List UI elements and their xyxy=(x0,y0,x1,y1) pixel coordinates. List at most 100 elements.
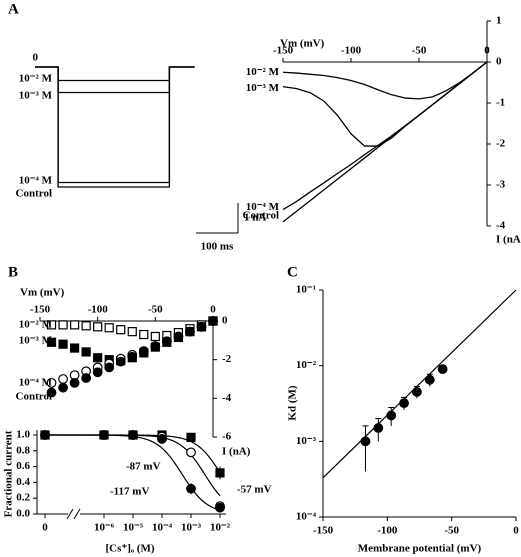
series-annotation: -117 mV xyxy=(110,486,149,498)
series-label: Control xyxy=(243,209,279,221)
series-label: Control xyxy=(16,391,52,403)
marker xyxy=(46,387,57,398)
x-tick-label: -150 xyxy=(273,45,294,57)
marker xyxy=(360,436,371,447)
marker xyxy=(104,362,115,373)
y-tick-label: -2 xyxy=(496,138,506,150)
x-tick-label: 10⁻⁴ xyxy=(152,522,173,534)
marker xyxy=(116,325,126,335)
marker xyxy=(92,367,103,378)
trace-label: 10⁻⁴ M xyxy=(19,175,53,187)
y-axis-title: Kd (M) xyxy=(287,385,299,420)
marker xyxy=(58,382,68,393)
marker xyxy=(69,343,80,353)
series-annotation: -57 mV xyxy=(237,484,272,496)
y-axis-title: Fractional current xyxy=(3,430,15,517)
marker xyxy=(115,356,126,367)
y-tick-label: -4 xyxy=(496,220,506,232)
y-tick-label: 0 xyxy=(222,315,228,327)
marker xyxy=(93,322,103,332)
y-tick-label: 10⁻³ xyxy=(296,435,317,447)
marker xyxy=(58,374,68,384)
zero-label: 0 xyxy=(33,52,39,64)
y-tick-label: 10⁻¹ xyxy=(296,284,316,296)
marker xyxy=(40,430,50,440)
marker xyxy=(46,320,57,330)
y-tick-label: 10⁻² xyxy=(296,359,317,371)
marker xyxy=(104,323,114,333)
series-label: 10⁻⁴ M xyxy=(19,377,53,389)
y-tick-label: -6 xyxy=(222,431,232,443)
trace xyxy=(35,66,195,188)
marker xyxy=(215,468,225,478)
y-tick-label: 0.2 xyxy=(16,492,30,504)
x-tick-label: -50 xyxy=(148,304,163,316)
fit-line xyxy=(322,289,517,479)
marker xyxy=(127,327,137,337)
x-tick-label: 0 xyxy=(210,304,216,316)
marker xyxy=(185,326,195,337)
marker xyxy=(208,316,218,326)
marker xyxy=(139,329,149,340)
break-mark xyxy=(66,508,74,520)
y-tick-label: 0.8 xyxy=(16,444,30,456)
marker xyxy=(69,377,80,388)
y-tick-label: 0 xyxy=(496,56,502,68)
series-annotation: -87 mV xyxy=(126,461,161,473)
x-tick-label: -50 xyxy=(412,45,427,57)
y-tick-label: 0.4 xyxy=(16,476,30,488)
y-tick-label: 0.6 xyxy=(16,460,30,472)
marker xyxy=(173,331,184,342)
x-tick-label: 10⁻⁶ xyxy=(94,522,115,534)
y-tick-label: 0.0 xyxy=(16,508,30,520)
marker xyxy=(128,430,138,440)
x-axis-title: Vm (mV) xyxy=(20,287,65,299)
x-axis-title: Vm (mV) xyxy=(280,38,325,50)
axis-break xyxy=(66,508,81,520)
marker xyxy=(412,387,422,397)
x-tick-label: 0 xyxy=(484,45,490,57)
marker xyxy=(150,341,161,352)
marker xyxy=(186,483,196,494)
series-label: 10⁻² M xyxy=(246,66,280,78)
marker xyxy=(215,502,225,513)
x-tick-label: 0 xyxy=(42,522,48,534)
y-tick-label: -3 xyxy=(496,179,506,191)
series-label: 10⁻⁴ M xyxy=(246,201,280,213)
marker xyxy=(386,410,397,421)
marker xyxy=(157,434,167,444)
x-tick-label: -150 xyxy=(313,525,334,537)
iv-curve xyxy=(282,61,488,223)
marker xyxy=(373,423,384,433)
marker xyxy=(186,432,196,442)
marker xyxy=(58,339,68,349)
x-tick-label: -50 xyxy=(444,525,459,537)
x-axis-title: [Cs⁺]ₒ (M) xyxy=(106,543,155,555)
panel-label: A xyxy=(8,1,19,17)
panel-label: C xyxy=(287,264,298,280)
y-tick-label: -1 xyxy=(496,97,505,109)
x-tick-label: 10⁻⁵ xyxy=(123,522,144,534)
series-label: 10⁻² M xyxy=(19,319,53,331)
marker xyxy=(81,373,92,383)
marker xyxy=(138,347,149,357)
x-tick-label: -100 xyxy=(341,45,362,57)
y-tick-label: 10⁻⁴ xyxy=(296,511,317,523)
marker xyxy=(150,331,160,342)
marker xyxy=(399,398,409,409)
y-axis-title: I (nA) xyxy=(222,446,251,458)
x-tick-label: 10⁻² xyxy=(210,522,231,534)
break-gap xyxy=(68,508,80,520)
x-tick-label: -150 xyxy=(30,304,51,316)
y-tick-label: -4 xyxy=(222,392,232,404)
series-label: 10⁻³ M xyxy=(246,82,280,94)
fit-curve xyxy=(44,434,221,511)
marker xyxy=(99,430,109,440)
marker xyxy=(186,447,196,458)
series-label: 10⁻³ M xyxy=(19,335,53,347)
x-tick-label: -100 xyxy=(88,304,109,316)
x-axis-title: Membrane potential (mV) xyxy=(358,543,482,555)
x-tick-label: 10⁻³ xyxy=(181,522,202,534)
marker xyxy=(81,347,91,357)
